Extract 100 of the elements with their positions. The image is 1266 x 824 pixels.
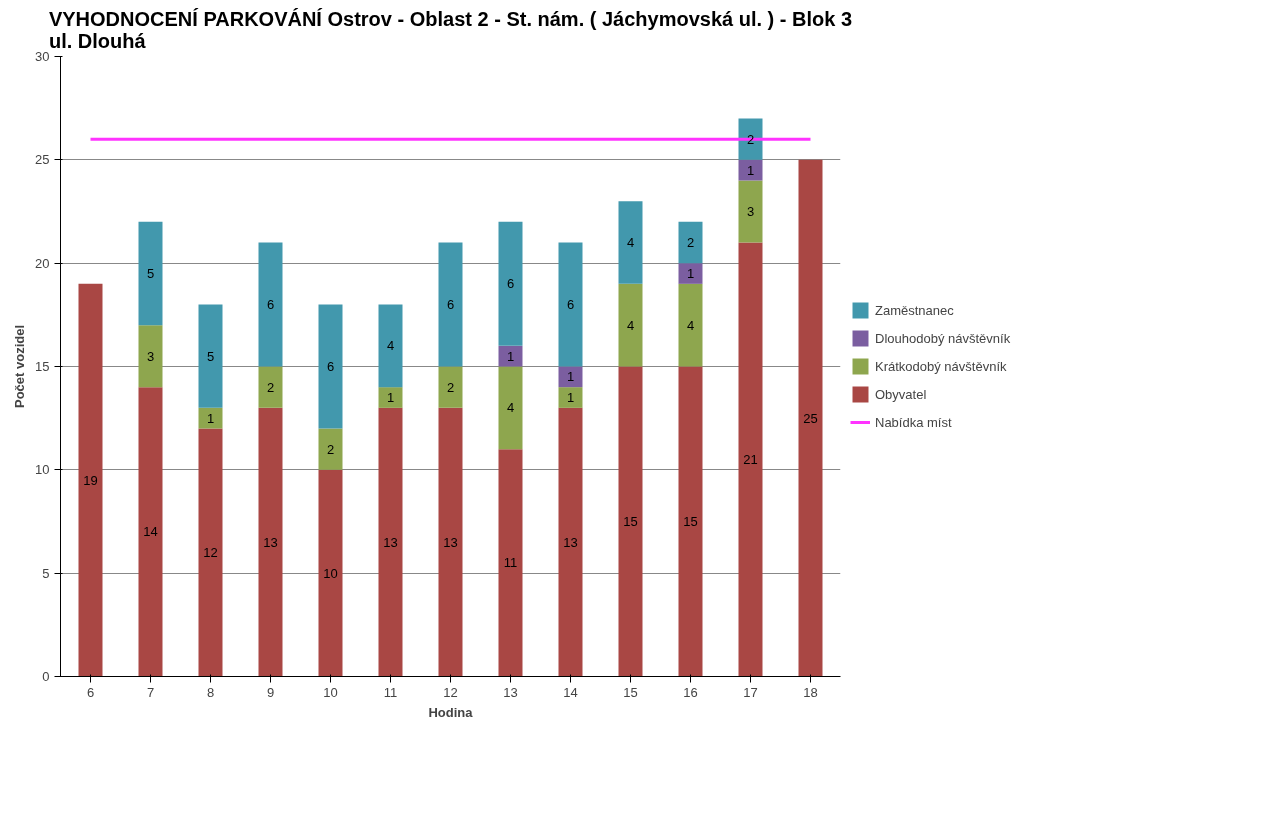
- data-label: 1: [746, 162, 755, 178]
- data-label: 2: [686, 235, 695, 250]
- y-tick-label: 30: [35, 49, 50, 64]
- bar: [678, 263, 703, 284]
- bar: [318, 469, 343, 677]
- y-tick-label: 10: [35, 462, 50, 478]
- data-label: 19: [83, 472, 98, 488]
- data-label: 13: [443, 534, 458, 550]
- bar: [558, 242, 583, 367]
- x-axis-title: Hodina: [428, 704, 474, 720]
- data-label: 2: [326, 441, 335, 457]
- bar: [618, 366, 643, 677]
- y-tick-label: 20: [35, 255, 50, 271]
- y-tick-label: 25: [35, 152, 50, 168]
- data-label: 4: [686, 317, 695, 333]
- y-tick-label: 5: [42, 565, 50, 581]
- bar: [138, 221, 163, 326]
- x-tick-label: 17: [743, 684, 758, 700]
- bar: [618, 201, 643, 284]
- data-label: 11: [503, 555, 518, 571]
- data-label: 3: [746, 204, 755, 219]
- x-tick-label: 10: [323, 684, 338, 700]
- x-tick-label: 12: [443, 684, 458, 700]
- bar: [498, 221, 523, 346]
- legend-label: Zaměstnanec: [875, 302, 954, 318]
- bar: [198, 428, 223, 677]
- data-label: 14: [143, 524, 158, 540]
- bar: [258, 242, 283, 367]
- bar: [558, 407, 583, 677]
- data-label: 1: [506, 348, 515, 364]
- bar: [438, 366, 463, 408]
- x-tick-label: 7: [146, 684, 155, 700]
- legend-label: Nabídka míst: [875, 414, 952, 430]
- bar: [678, 221, 703, 264]
- data-label: 12: [203, 545, 218, 560]
- data-label: 1: [566, 390, 575, 405]
- bar: [258, 407, 283, 677]
- data-label: 6: [446, 297, 455, 312]
- bar: [138, 325, 163, 388]
- bar: [318, 428, 343, 470]
- data-label: 15: [683, 514, 698, 529]
- data-label: 13: [263, 534, 278, 550]
- bar: [78, 283, 103, 677]
- data-label: 1: [686, 266, 695, 281]
- bar: [498, 449, 523, 677]
- y-tick-label: 15: [35, 359, 50, 374]
- data-label: 4: [626, 235, 635, 250]
- bar: [138, 387, 163, 677]
- legend-label: Krátkodobý návštěvník: [875, 358, 1007, 374]
- data-label: 25: [803, 410, 818, 426]
- bar: [618, 283, 643, 367]
- x-tick-label: 9: [266, 684, 275, 700]
- data-label: 10: [323, 565, 338, 581]
- data-label: 4: [386, 338, 395, 354]
- data-label: 5: [146, 266, 155, 281]
- bar: [498, 366, 523, 450]
- bar: [558, 366, 583, 388]
- data-label: 1: [386, 390, 395, 405]
- legend-label: Dlouhodobý návštěvník: [875, 330, 1011, 346]
- bar: [738, 242, 763, 677]
- bar: [378, 407, 403, 677]
- data-label: 1: [566, 369, 575, 385]
- bar: [498, 345, 523, 367]
- data-label: 13: [563, 534, 578, 550]
- bar: [678, 366, 703, 677]
- data-label: 6: [506, 276, 515, 292]
- data-label: 13: [383, 534, 398, 550]
- bar: [438, 242, 463, 367]
- data-label: 4: [506, 400, 515, 416]
- bar: [378, 387, 403, 408]
- x-tick-label: 15: [623, 684, 638, 700]
- bar: [438, 407, 463, 677]
- data-label: 4: [626, 317, 635, 333]
- bar: [258, 366, 283, 408]
- data-label: 2: [266, 379, 275, 395]
- data-label: 21: [743, 452, 758, 467]
- bar: [198, 407, 223, 429]
- x-tick-label: 16: [683, 684, 698, 700]
- bar: [558, 387, 583, 408]
- data-label: 3: [146, 348, 155, 364]
- bar: [738, 180, 763, 243]
- x-tick-label: 8: [206, 684, 215, 700]
- bar: [678, 283, 703, 367]
- data-label: 6: [266, 297, 275, 312]
- x-tick-label: 14: [563, 684, 578, 700]
- chart-title: VYHODNOCENÍ PARKOVÁNÍ Ostrov - Oblast 2 - St. nám. ( Jáchymovská ul. ) - Blok 3 ul. Dlouhá: [48, 7, 853, 52]
- bar: [318, 304, 343, 429]
- bar: [798, 159, 823, 677]
- bar: [198, 304, 223, 408]
- x-tick-label: 18: [803, 684, 818, 700]
- data-label: 6: [566, 297, 575, 312]
- data-label: 15: [623, 514, 638, 529]
- x-tick-label: 11: [383, 684, 398, 700]
- x-tick-label: 13: [503, 684, 518, 700]
- bar: [378, 304, 403, 388]
- y-axis-title: Počet vozidel: [12, 324, 28, 409]
- legend-label: Obyvatel: [875, 386, 927, 402]
- bar: [738, 159, 763, 181]
- data-label: 5: [206, 348, 215, 364]
- data-label: 6: [326, 359, 335, 374]
